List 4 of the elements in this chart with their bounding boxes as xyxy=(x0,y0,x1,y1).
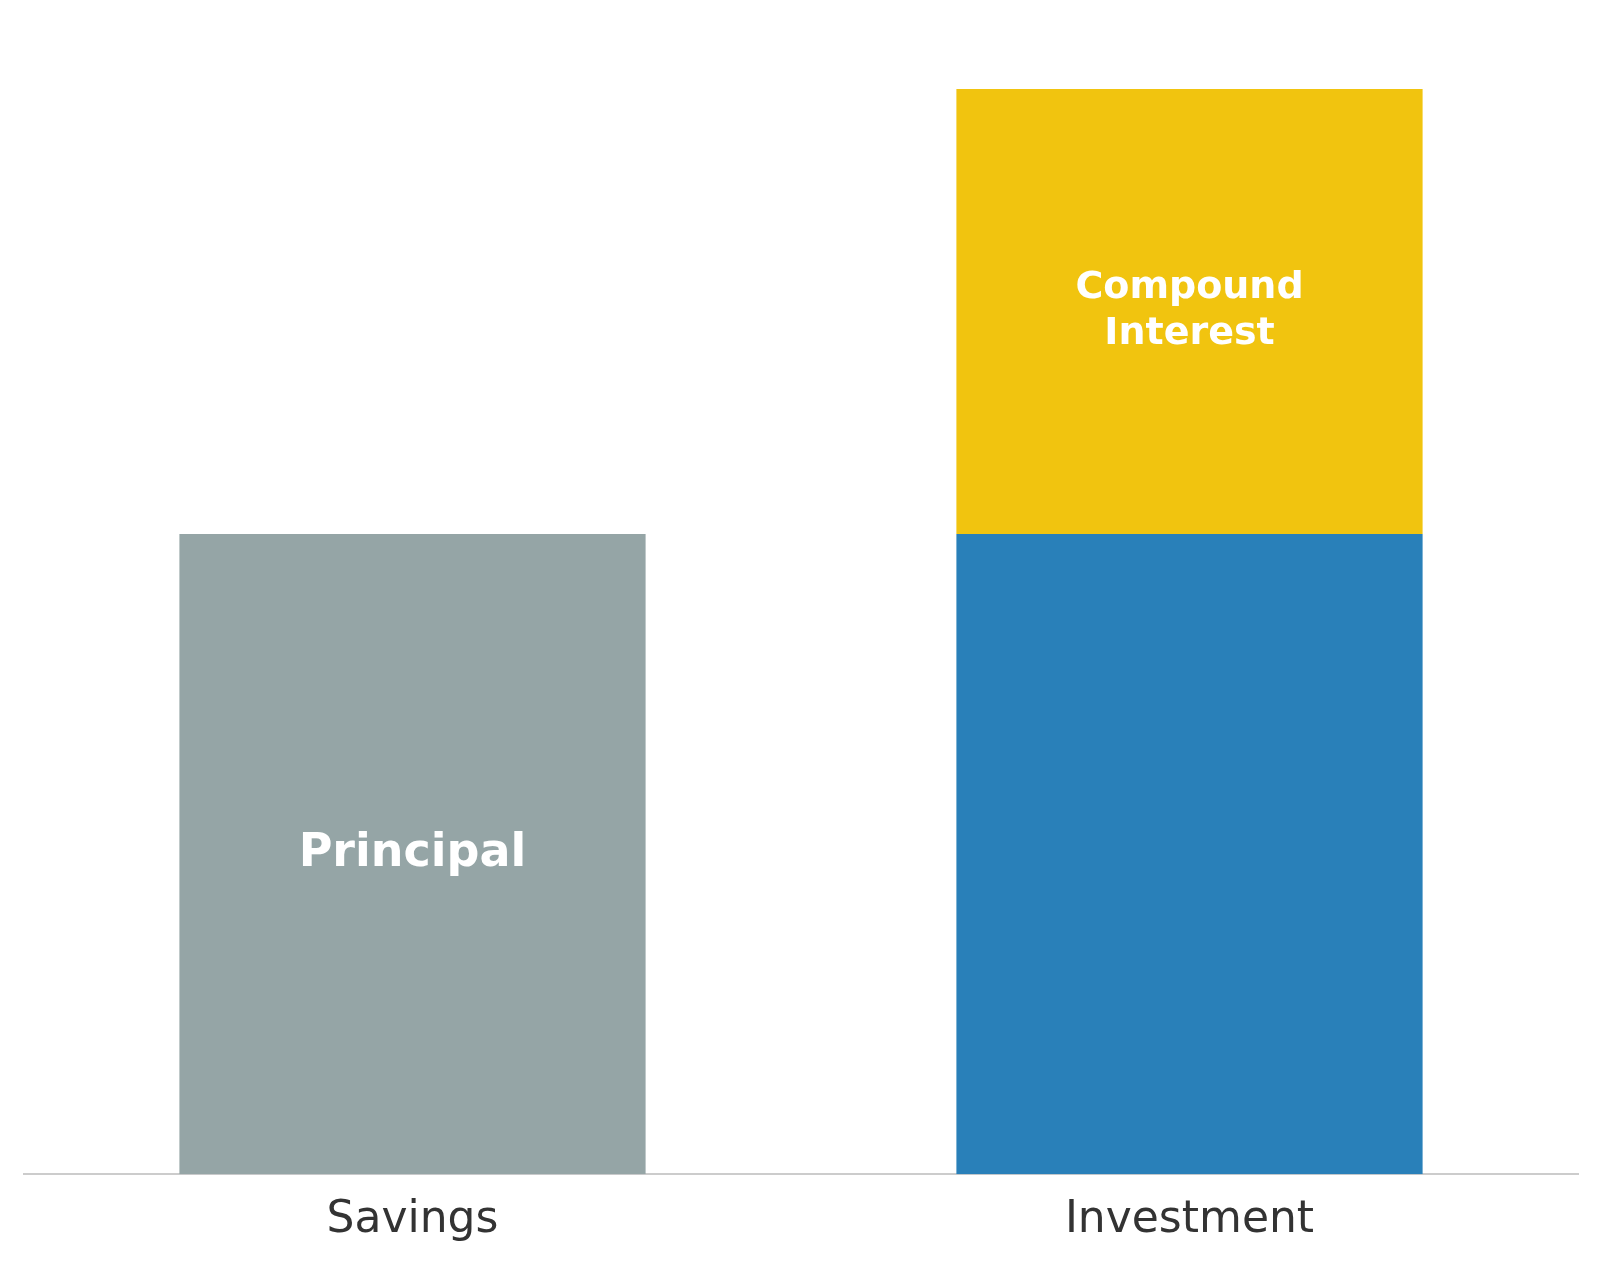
x-tick-label: Investment xyxy=(1064,1191,1315,1243)
series-label: Compound Interest xyxy=(1075,263,1304,354)
x-tick-label: Savings xyxy=(326,1191,499,1243)
series-label: Principal xyxy=(298,823,527,878)
